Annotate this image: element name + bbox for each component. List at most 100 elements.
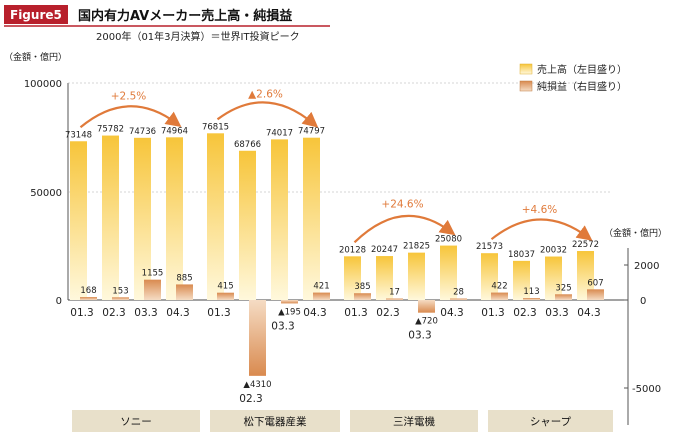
company-label-box <box>72 410 200 432</box>
profit-value-label: ▲4310 <box>243 380 271 390</box>
right-tick-minus-5000: -5000 <box>632 384 661 395</box>
sales-bar <box>134 137 151 300</box>
right-tick-0: 0 <box>640 296 646 307</box>
profit-bar <box>176 284 193 300</box>
growth-rate-label: +4.6% <box>522 204 557 216</box>
company-label-box <box>210 410 340 432</box>
figure-label-badge <box>4 5 68 24</box>
profit-bar <box>144 279 161 300</box>
profit-value-label: ▲195 <box>278 307 301 317</box>
sales-value-label: 25080 <box>435 235 462 245</box>
growth-rate-label: +24.6% <box>381 199 423 211</box>
sales-bar <box>376 256 393 300</box>
sales-value-label: 73148 <box>65 130 92 140</box>
legend: 売上高（左目盛り） 純損益（右目盛り） <box>519 63 627 93</box>
period-label: 01.3 <box>344 307 367 319</box>
loss-bar <box>418 300 435 313</box>
period-label: 02.3 <box>376 307 399 319</box>
profit-value-label: 415 <box>217 282 233 292</box>
sales-value-label: 68766 <box>234 140 261 150</box>
period-label: 02.3 <box>513 307 536 319</box>
sales-value-label: 20128 <box>339 245 366 255</box>
period-label: 02.3 <box>239 393 262 405</box>
period-label: 03.3 <box>408 330 431 342</box>
profit-value-label: 885 <box>176 273 192 283</box>
sales-bar <box>440 245 457 300</box>
growth-rate-label: ▲2.6% <box>248 89 283 101</box>
company-label: シャープ <box>530 416 572 428</box>
sales-value-label: 74964 <box>161 126 188 136</box>
sales-bar <box>513 260 530 300</box>
company-label-box <box>488 410 613 432</box>
profit-value-label: 607 <box>587 278 603 288</box>
sales-bar <box>545 256 562 300</box>
sales-bar <box>207 133 224 300</box>
profit-bar <box>523 298 540 300</box>
sales-value-label: 74736 <box>129 127 156 137</box>
period-label: 04.3 <box>303 307 326 319</box>
sales-value-label: 20032 <box>540 246 567 256</box>
profit-value-label: 28 <box>453 288 464 298</box>
period-label: 04.3 <box>440 307 463 319</box>
sales-bar <box>70 141 87 300</box>
profit-bar <box>217 292 234 300</box>
left-tick-50000: 50000 <box>30 188 62 199</box>
sales-value-label: 74017 <box>266 128 293 138</box>
left-tick-0: 0 <box>56 296 62 307</box>
company-label: 松下電器産業 <box>244 415 307 428</box>
growth-rate-label: +2.5% <box>111 90 146 102</box>
profit-value-label: ▲720 <box>415 317 438 327</box>
sales-value-label: 20247 <box>371 245 398 255</box>
profit-value-label: 113 <box>523 287 539 297</box>
period-label: 02.3 <box>102 307 125 319</box>
profit-value-label: 153 <box>112 286 128 296</box>
profit-bar <box>354 293 371 300</box>
company-label: ソニー <box>120 416 152 428</box>
sales-bar <box>344 256 361 300</box>
period-label: 03.3 <box>134 307 157 319</box>
period-label: 01.3 <box>481 307 504 319</box>
left-axis-unit: （金額・億円） <box>4 51 67 63</box>
growth-arrow <box>79 105 182 129</box>
profit-value-label: 421 <box>313 282 329 292</box>
right-tick-2000: 2000 <box>634 261 659 272</box>
sales-bar <box>166 137 183 300</box>
sales-bar <box>239 150 256 300</box>
growth-arrow <box>216 101 319 128</box>
growth-arrow <box>490 218 593 241</box>
profit-bar <box>491 292 508 300</box>
profit-bar <box>386 298 403 300</box>
profit-bar <box>450 298 467 300</box>
profit-value-label: 17 <box>389 288 400 298</box>
sales-value-label: 75782 <box>97 125 124 135</box>
sales-bar <box>303 137 320 300</box>
company-label-box <box>350 410 478 432</box>
legend-label-sales: 売上高（左目盛り） <box>537 63 627 76</box>
period-label: 03.3 <box>545 307 568 319</box>
left-tick-100000: 100000 <box>24 79 62 90</box>
sales-bar <box>408 252 425 300</box>
loss-bar <box>281 300 298 304</box>
profit-bar <box>555 294 572 300</box>
period-label: 04.3 <box>577 307 600 319</box>
period-label: 01.3 <box>70 307 93 319</box>
profit-value-label: 325 <box>555 283 571 293</box>
sales-value-label: 74797 <box>298 127 325 137</box>
profit-bar <box>313 292 330 300</box>
period-label: 03.3 <box>271 320 294 332</box>
chart-title: 国内有力AVメーカー売上高・純損益 <box>78 8 292 24</box>
company-label: 三洋電機 <box>393 415 435 428</box>
profit-value-label: 168 <box>80 286 96 296</box>
sales-bar <box>102 135 119 300</box>
period-label: 01.3 <box>207 307 230 319</box>
profit-value-label: 422 <box>491 282 507 292</box>
sales-bar <box>481 253 498 300</box>
chart-subtitle: 2000年（01年3月決算）＝世界IT投資ピーク <box>96 30 300 43</box>
legend-swatch-sales <box>519 63 533 75</box>
sales-value-label: 21573 <box>476 242 503 252</box>
loss-bar <box>249 300 266 376</box>
sales-value-label: 21825 <box>403 242 430 252</box>
sales-bar <box>577 251 594 300</box>
legend-swatch-profit <box>519 80 533 92</box>
legend-label-profit: 純損益（右目盛り） <box>537 80 627 93</box>
